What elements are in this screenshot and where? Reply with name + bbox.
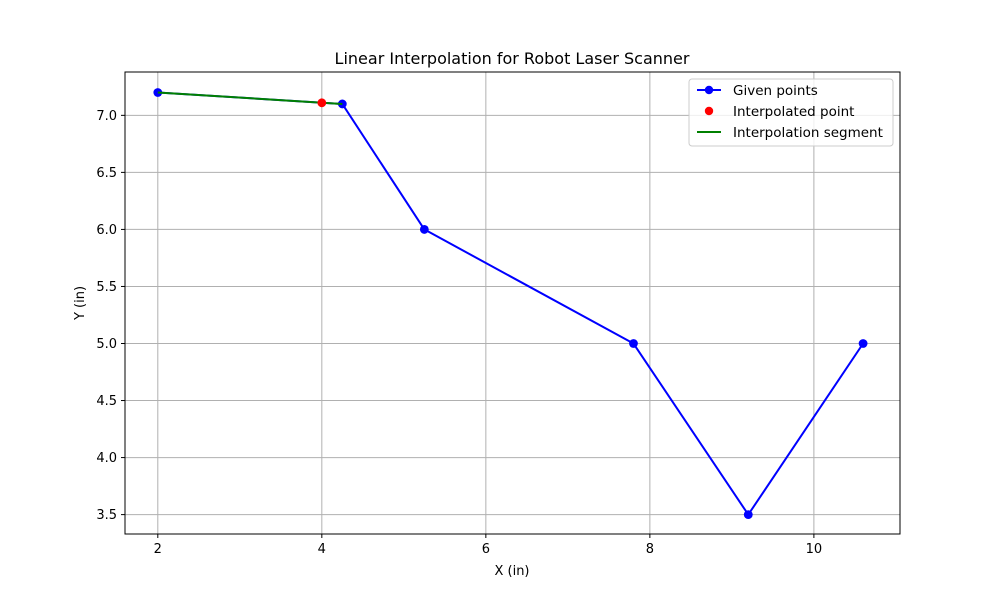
x-tick-label: 6 xyxy=(482,542,490,557)
y-tick-label: 5.5 xyxy=(96,280,117,295)
x-tick-label: 10 xyxy=(806,542,823,557)
y-tick-label: 5.0 xyxy=(96,337,117,352)
y-tick-label: 6.0 xyxy=(96,223,117,238)
x-tick-label: 2 xyxy=(154,542,162,557)
legend-label-interpolated-point: Interpolated point xyxy=(733,104,854,120)
interpolation-segment-line xyxy=(157,91,343,105)
axis-ticks: 2 4 6 8 10 3.5 4.0 4.5 5.0 5.5 6.0 6.5 7.0 xyxy=(96,109,822,557)
legend-swatch-interpolated-point xyxy=(704,106,714,116)
legend-box xyxy=(688,78,894,147)
y-tick-label: 4.0 xyxy=(96,451,117,466)
x-axis-label: X (in) xyxy=(494,564,529,579)
y-axis-label: Y (in) xyxy=(73,286,88,321)
given-point-marker xyxy=(743,510,753,520)
y-tick-label: 7.0 xyxy=(96,109,117,124)
y-tick-label: 6.5 xyxy=(96,166,117,181)
legend-label-interpolation-segment: Interpolation segment xyxy=(733,125,883,141)
plot-area-frame xyxy=(124,71,901,535)
given-point-marker xyxy=(858,339,868,348)
legend-label-given-points: Given points xyxy=(733,83,818,99)
x-tick-label: 8 xyxy=(646,542,654,557)
legend: Given points Interpolated point Interpol… xyxy=(688,78,894,147)
x-tick-label: 4 xyxy=(318,542,326,557)
y-tick-label: 4.5 xyxy=(96,394,117,409)
legend-swatch-given-points-marker xyxy=(704,85,714,95)
chart-title: Linear Interpolation for Robot Laser Sca… xyxy=(335,49,690,68)
given-point-marker xyxy=(419,225,429,234)
given-points-line xyxy=(157,91,864,516)
given-point-marker xyxy=(629,339,638,348)
series-layer xyxy=(153,88,868,520)
y-tick-label: 3.5 xyxy=(96,508,117,523)
interpolated-point-marker xyxy=(317,98,327,108)
